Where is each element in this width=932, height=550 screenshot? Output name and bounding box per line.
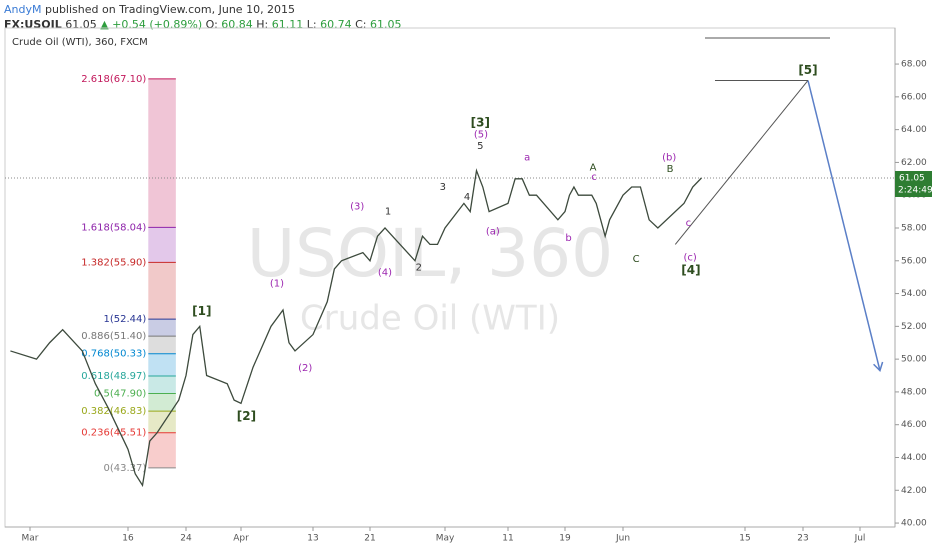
wave-label: [4]	[681, 263, 700, 277]
fib-band	[148, 376, 176, 394]
watermark-symbol: USOIL, 360	[247, 215, 613, 292]
y-tick-label: 40.00	[901, 519, 927, 529]
published: published on TradingView.com, June 10, 2…	[44, 3, 296, 16]
y-tick-label: 58.00	[901, 223, 927, 233]
y-tick-label: 62.00	[901, 158, 927, 168]
wave-label: [5]	[798, 63, 817, 77]
fib-band	[148, 411, 176, 433]
x-tick-label: 11	[502, 534, 513, 544]
wave-label: (4)	[378, 267, 392, 278]
c-label: C:	[355, 18, 370, 31]
fib-label: 0(43.37)	[104, 463, 147, 474]
wave-label: (3)	[350, 202, 364, 213]
last-price-box	[895, 170, 932, 197]
y-tick-label: 66.00	[901, 92, 927, 102]
price-line	[10, 168, 702, 488]
fib-band	[148, 353, 176, 377]
author[interactable]: AndyM	[4, 3, 42, 16]
x-tick-label: 16	[122, 534, 134, 544]
wave-label: [1]	[192, 304, 211, 318]
fib-band	[148, 262, 176, 320]
fib-label: 0.236(45.51)	[81, 428, 146, 439]
wave-label: [2]	[237, 409, 256, 423]
wave-label: 2	[416, 262, 422, 273]
y-tick-label: 48.00	[901, 387, 927, 397]
y-tick-label: 56.00	[901, 256, 927, 266]
wave-label: (5)	[474, 130, 488, 141]
y-tick-label: 44.00	[901, 453, 927, 463]
y-tick-label: 64.00	[901, 125, 927, 135]
x-tick-label: Apr	[233, 534, 249, 544]
fib-label: 0.768(50.33)	[81, 349, 146, 360]
wave-label: 3	[440, 182, 446, 193]
wave-label: (2)	[298, 363, 312, 374]
x-tick-label: Mar	[22, 534, 39, 544]
projection-up	[674, 80, 809, 245]
fib-band	[148, 319, 176, 337]
countdown-label: 2:24:49	[898, 185, 932, 195]
l-label: L:	[306, 18, 321, 31]
wave-label: a	[524, 153, 530, 164]
wave-label: [3]	[471, 116, 490, 130]
fib-band	[148, 336, 176, 354]
wave-label: (c)	[683, 253, 696, 264]
fib-band	[148, 393, 176, 412]
last-price-label: 61.05	[899, 173, 925, 183]
fib-band	[148, 432, 176, 468]
series-legend: Crude Oil (WTI), 360, FXCM	[12, 37, 148, 48]
y-tick-label: 54.00	[901, 289, 927, 299]
wave-label: 5	[477, 141, 483, 152]
watermark-name: Crude Oil (WTI)	[300, 299, 560, 339]
fib-label: 1.618(58.04)	[81, 222, 146, 233]
wave-label: 1	[385, 207, 391, 218]
wave-label: (a)	[486, 226, 500, 237]
y-tick-label: 52.00	[901, 322, 927, 332]
fib-label: 0.382(46.83)	[81, 406, 146, 417]
x-tick-label: 23	[797, 534, 808, 544]
arrow-head	[873, 361, 884, 373]
wave-label: c	[591, 172, 597, 183]
x-tick-label: 21	[364, 534, 375, 544]
x-tick-label: Jul	[854, 534, 866, 544]
wave-label: b	[565, 233, 571, 244]
y-tick-label: 68.00	[901, 60, 927, 70]
x-tick-label: 15	[739, 534, 750, 544]
publish-line: AndyM published on TradingView.com, June…	[4, 2, 402, 17]
wave-label: B	[667, 164, 674, 175]
fib-band	[148, 78, 176, 228]
x-tick-label: May	[436, 534, 455, 544]
x-tick-label: 13	[307, 534, 318, 544]
y-tick-label: 50.00	[901, 355, 927, 365]
fib-label: 1(52.44)	[104, 314, 147, 325]
h-label: H:	[256, 18, 272, 31]
fib-label: 0.618(48.97)	[81, 371, 146, 382]
projection-down	[807, 80, 881, 371]
wave-label: C	[633, 254, 640, 265]
wave-label: c	[686, 218, 692, 229]
wave-label: (b)	[662, 153, 676, 164]
fib-band	[148, 227, 176, 263]
y-tick-label: 42.00	[901, 486, 927, 496]
x-tick-label: 19	[559, 534, 571, 544]
wave-label: A	[590, 162, 597, 173]
fib-label: 0.5(47.90)	[94, 389, 146, 400]
fib-label: 1.382(55.90)	[81, 257, 146, 268]
fib-label: 2.618(67.10)	[81, 74, 146, 85]
x-tick-label: Jun	[615, 534, 630, 544]
fib-label: 0.886(51.40)	[81, 331, 146, 342]
y-tick-label: 46.00	[901, 420, 927, 430]
wave-label: (1)	[270, 279, 284, 290]
x-tick-label: 24	[180, 534, 192, 544]
wave-label: 4	[464, 192, 470, 203]
